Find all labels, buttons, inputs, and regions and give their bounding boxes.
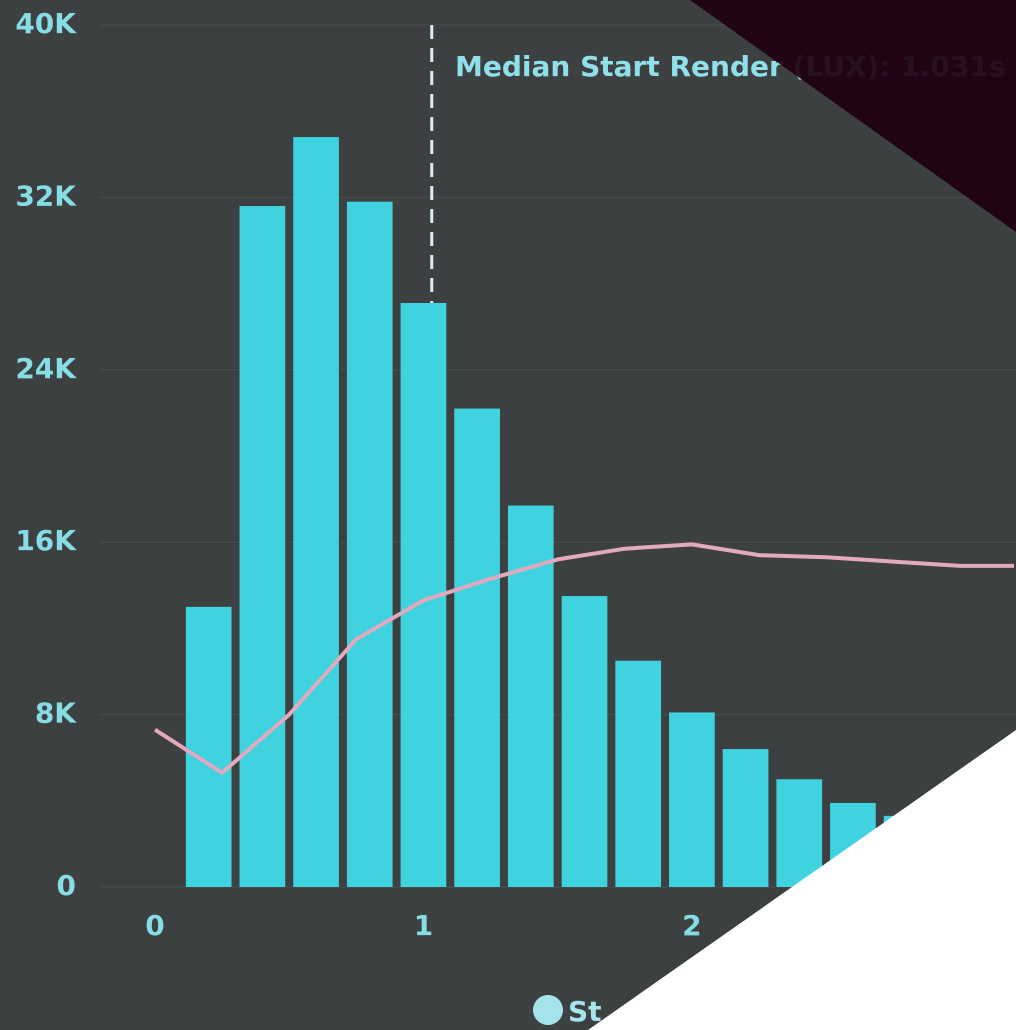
legend-label: St: [568, 995, 602, 1028]
bar: [615, 660, 662, 887]
y-tick-label: 32K: [15, 179, 77, 212]
trend-line: [153, 542, 1014, 775]
bar: [776, 779, 823, 887]
y-tick-label: 0: [57, 869, 76, 902]
occluder-top: [690, 0, 1016, 232]
bar: [185, 606, 232, 887]
x-tick-label: 2: [682, 909, 701, 942]
bar: [293, 137, 339, 887]
y-tick-label: 40K: [15, 7, 77, 40]
x-tick-label: 0: [145, 909, 164, 942]
y-tick-label: 16K: [15, 524, 77, 557]
plot-area: 0 8K 16K 24K 32K 40K 0 1 2: [15, 7, 1016, 942]
bar: [669, 712, 715, 887]
bar: [239, 206, 286, 887]
bar: [454, 408, 500, 887]
legend-marker: [533, 995, 563, 1025]
bar: [722, 749, 769, 887]
bar: [346, 201, 393, 887]
occluder-bottom: [588, 730, 1016, 1030]
y-tick-label: 8K: [35, 697, 77, 730]
x-tick-label: 1: [414, 909, 433, 942]
bar: [561, 596, 608, 887]
y-tick-label: 24K: [15, 352, 77, 385]
